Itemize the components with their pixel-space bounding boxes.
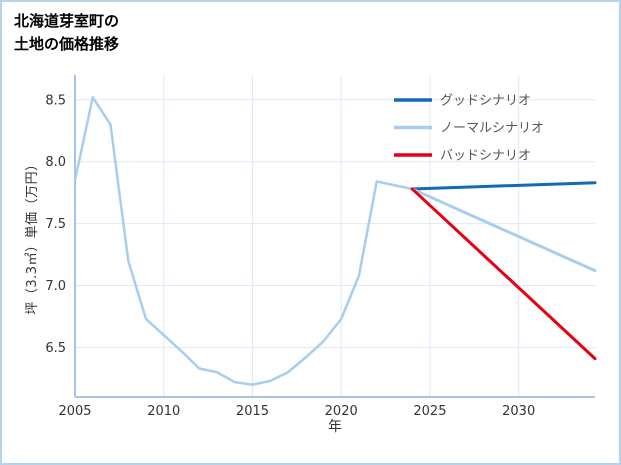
y-tick-label: 7.0 bbox=[45, 279, 66, 294]
series-line-normal bbox=[410, 187, 597, 273]
x-tick-label: 2020 bbox=[325, 404, 358, 419]
x-axis-label: 年 bbox=[328, 419, 342, 435]
y-tick-label: 8.0 bbox=[45, 155, 66, 170]
page-title-line1: 北海道芽室町の bbox=[14, 12, 120, 30]
y-tick-label: 6.5 bbox=[45, 341, 66, 356]
page-title: 北海道芽室町の 土地の価格推移 bbox=[14, 10, 119, 55]
series-line-good bbox=[410, 181, 597, 191]
legend-label-normal: ノーマルシナリオ bbox=[440, 121, 544, 136]
y-axis-label: 坪（3.3㎡）単価（万円） bbox=[25, 157, 40, 315]
x-tick-label: 2030 bbox=[502, 404, 535, 419]
x-tick-label: 2005 bbox=[58, 404, 91, 419]
x-tick-label: 2015 bbox=[236, 404, 269, 419]
series-line-history bbox=[73, 96, 414, 386]
y-tick-label: 7.5 bbox=[45, 217, 66, 232]
y-tick-label: 8.5 bbox=[45, 93, 66, 108]
page-title-line2: 土地の価格推移 bbox=[14, 34, 120, 53]
legend-label-bad: バッドシナリオ bbox=[440, 149, 531, 164]
x-tick-label: 2010 bbox=[147, 404, 180, 419]
x-tick-label: 2025 bbox=[413, 404, 446, 419]
series-line-bad bbox=[410, 187, 597, 361]
legend-label-good: グッドシナリオ bbox=[440, 94, 531, 109]
